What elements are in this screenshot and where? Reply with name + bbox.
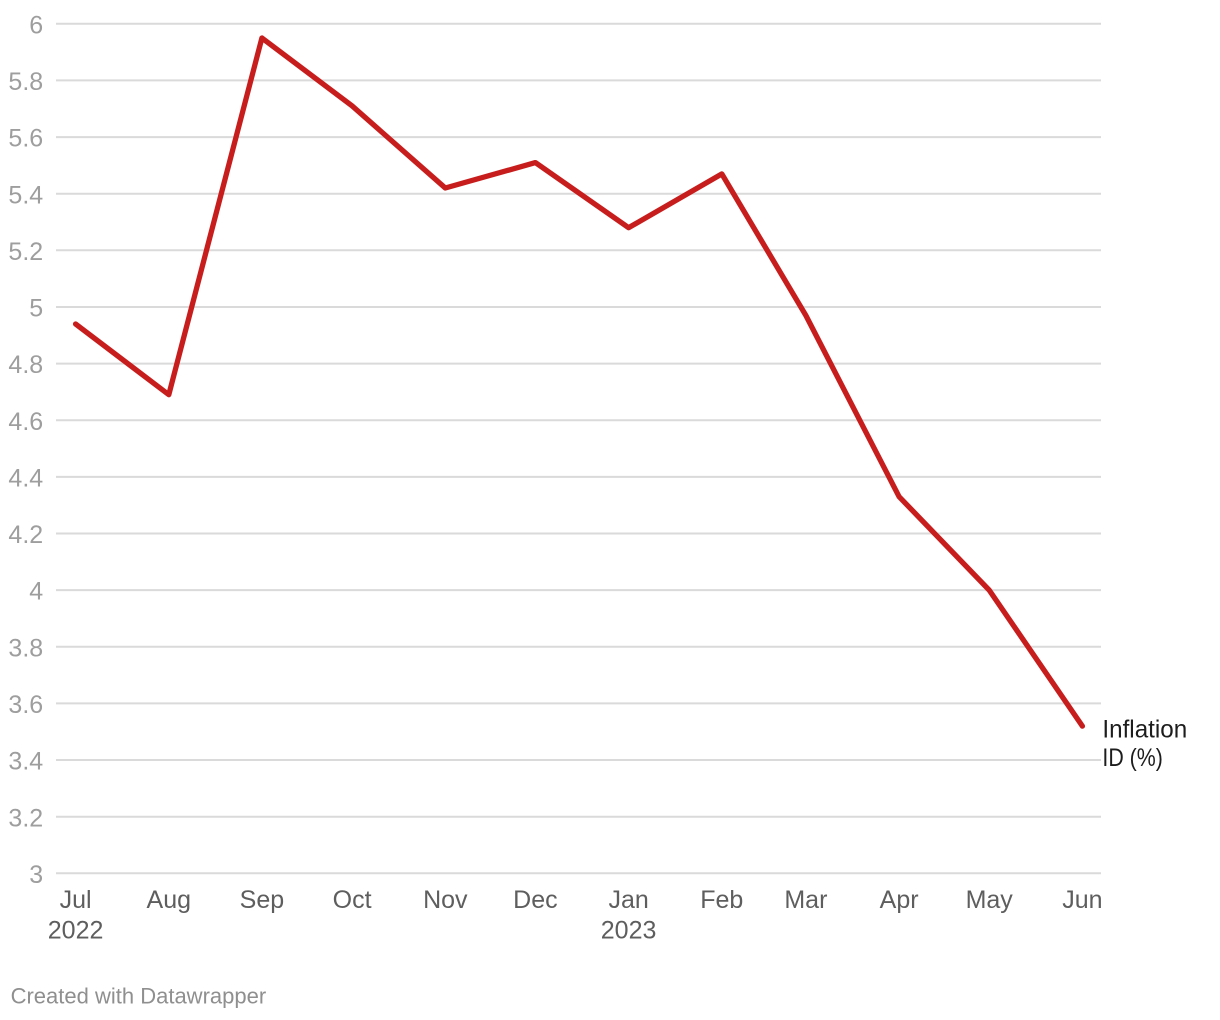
svg-text:3: 3: [29, 861, 43, 889]
svg-text:2023: 2023: [601, 916, 657, 944]
svg-text:3.2: 3.2: [8, 804, 43, 832]
svg-text:ID (%): ID (%): [1102, 744, 1163, 772]
svg-text:5.6: 5.6: [8, 125, 43, 153]
svg-text:Sep: Sep: [240, 886, 284, 914]
svg-text:Jan: Jan: [608, 886, 648, 914]
svg-text:Nov: Nov: [423, 886, 468, 914]
svg-text:4.6: 4.6: [8, 408, 43, 436]
svg-text:Jul: Jul: [60, 886, 92, 914]
svg-text:5: 5: [29, 295, 43, 323]
svg-text:Inflation: Inflation: [1102, 716, 1187, 744]
svg-text:Dec: Dec: [513, 886, 557, 914]
svg-text:5.4: 5.4: [8, 181, 43, 209]
svg-text:2022: 2022: [48, 916, 104, 944]
svg-text:4.4: 4.4: [8, 465, 43, 493]
svg-text:6: 6: [29, 11, 43, 39]
svg-text:Apr: Apr: [880, 886, 919, 914]
svg-text:Feb: Feb: [700, 886, 743, 914]
svg-text:Mar: Mar: [784, 886, 827, 914]
svg-text:3.4: 3.4: [8, 748, 43, 776]
svg-text:4: 4: [29, 578, 43, 606]
svg-text:5.2: 5.2: [8, 238, 43, 266]
svg-text:3.6: 3.6: [8, 691, 43, 719]
svg-text:May: May: [966, 886, 1014, 914]
svg-text:Oct: Oct: [333, 886, 372, 914]
svg-text:Aug: Aug: [147, 886, 191, 914]
svg-text:4.8: 4.8: [8, 351, 43, 379]
svg-text:Jun: Jun: [1062, 886, 1102, 914]
svg-text:4.2: 4.2: [8, 521, 43, 549]
svg-text:3.8: 3.8: [8, 634, 43, 662]
svg-text:5.8: 5.8: [8, 68, 43, 96]
svg-text:Created with Datawrapper: Created with Datawrapper: [11, 983, 267, 1008]
